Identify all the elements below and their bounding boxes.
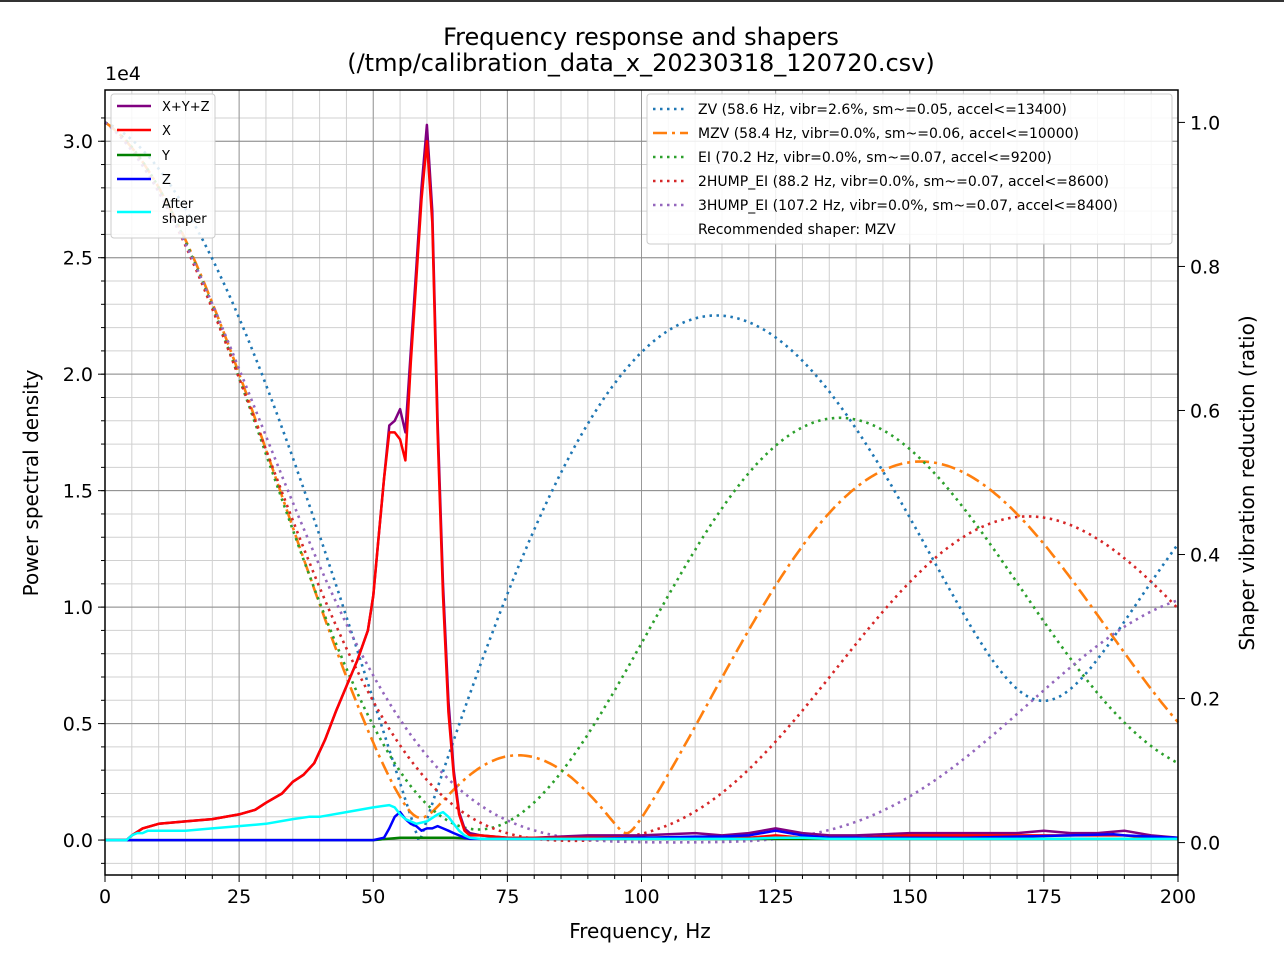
- psd-line-4: [105, 803, 1178, 842]
- legend-shapers-frame: [646, 93, 1173, 245]
- chart-title: Frequency response and shapers: [443, 23, 839, 51]
- legend-shaper-label: 3HUMP_EI (107.2 Hz, vibr=0.0%, sm~=0.07,…: [698, 198, 1118, 214]
- legend-shaper-label: ZV (58.6 Hz, vibr=2.6%, sm~=0.05, accel<…: [698, 102, 1067, 118]
- legend-psd: X+Y+Z XYZ After shaper: [110, 93, 216, 239]
- series-layer: [104, 121, 1180, 845]
- x-tick-label: 0: [99, 886, 111, 908]
- legend-psd-label: Y: [161, 149, 170, 164]
- legend-shapers: ZV (58.6 Hz, vibr=2.6%, sm~=0.05, accel<…: [646, 93, 1173, 245]
- y2-tick-label: 0.4: [1190, 545, 1220, 567]
- y-tick-label: 3.0: [63, 131, 93, 153]
- y2-tick-label: 1.0: [1190, 112, 1220, 134]
- chart-subtitle: (/tmp/calibration_data_x_20230318_120720…: [347, 49, 935, 77]
- y-offset-label: 1e4: [105, 63, 141, 85]
- x-tick-label: 150: [892, 886, 928, 908]
- x-tick-label: 25: [227, 886, 251, 908]
- x-axis-label: Frequency, Hz: [569, 919, 711, 943]
- x-tick-label: 100: [623, 886, 659, 908]
- shaper-line-0: [104, 121, 1180, 845]
- y2-tick-label: 0.8: [1190, 256, 1220, 278]
- x-tick-label: 50: [361, 886, 385, 908]
- y-axis-label: Power spectral density: [19, 369, 43, 596]
- legend-psd-label: After shaper: [162, 197, 207, 227]
- legend-shaper-label: 2HUMP_EI (88.2 Hz, vibr=0.0%, sm~=0.07, …: [698, 174, 1109, 190]
- y-tick-label: 1.5: [63, 481, 93, 503]
- legend-psd-label: X+Y+Z: [162, 100, 210, 115]
- axes: 0 25 50 75 100 125 150 175 200 0.0 0.5 1.0 1.5 2.0 2.5…: [63, 89, 1220, 908]
- legend-shaper-label: EI (70.2 Hz, vibr=0.0%, sm~=0.07, accel<…: [698, 150, 1052, 166]
- legend-shaper-label: MZV (58.4 Hz, vibr=0.0%, sm~=0.06, accel…: [698, 126, 1079, 142]
- shaper-line-1: [104, 121, 1179, 835]
- y-tick-label: 1.0: [63, 597, 93, 619]
- x-tick-label: 125: [757, 886, 793, 908]
- y-tick-label: 2.5: [63, 248, 93, 270]
- y2-tick-label: 0.2: [1190, 689, 1220, 711]
- legend-psd-label: Z: [162, 173, 171, 188]
- legend-psd-label: X: [162, 124, 171, 139]
- x-tick-label: 175: [1026, 886, 1062, 908]
- x-tick-label: 75: [495, 886, 519, 908]
- y2-tick-label: 0.0: [1190, 833, 1220, 855]
- x-tick-label: 200: [1160, 886, 1196, 908]
- y-tick-label: 0.5: [63, 714, 93, 736]
- y-tick-label: 2.0: [63, 364, 93, 386]
- y2-tick-label: 0.6: [1190, 400, 1220, 422]
- recommended-shaper-text: Recommended shaper: MZV: [698, 222, 896, 238]
- y2-axis-label: Shaper vibration reduction (ratio): [1235, 315, 1259, 650]
- y-tick-label: 0.0: [63, 830, 93, 852]
